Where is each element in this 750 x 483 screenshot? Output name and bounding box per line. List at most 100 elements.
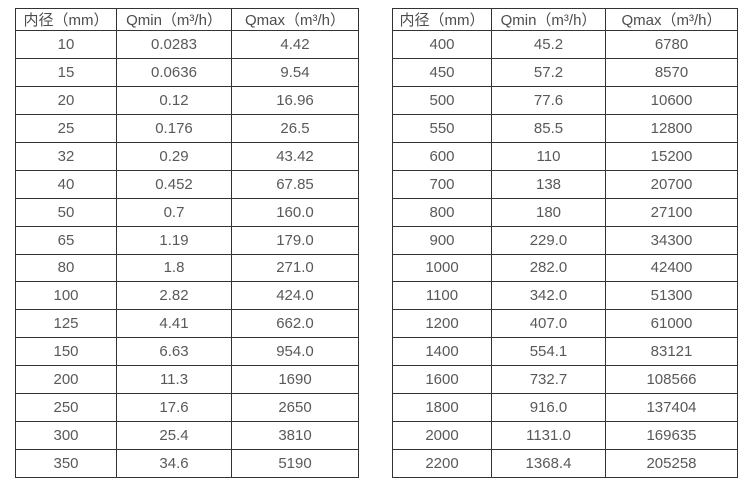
table-cell: 0.29 (116, 141, 232, 171)
table-cell: 1.19 (116, 225, 232, 255)
table-row: 10 0.0283 4.42 (15, 30, 359, 59)
table-cell: 700 (392, 169, 492, 199)
table-cell: 12800 (605, 113, 738, 143)
table-cell: 3810 (231, 421, 359, 451)
table-cell: 51300 (605, 281, 738, 311)
table-cell: 179.0 (231, 225, 359, 255)
table-cell: 916.0 (491, 393, 606, 423)
table-cell: 20700 (605, 169, 738, 199)
table-row: 550 85.5 12800 (392, 113, 738, 143)
table-cell: 0.452 (116, 169, 232, 199)
table-cell: 300 (15, 421, 117, 451)
table-cell: 2650 (231, 393, 359, 423)
table-cell: 4.41 (116, 309, 232, 339)
table-row: 1400 554.1 83121 (392, 337, 738, 367)
table-cell: 554.1 (491, 337, 606, 367)
table-row: 1600 732.7 108566 (392, 365, 738, 395)
table-row: 1100 342.0 51300 (392, 281, 738, 311)
table-row: 80 1.8 271.0 (15, 253, 359, 283)
table-cell: 169635 (605, 421, 738, 451)
table-cell: 600 (392, 141, 492, 171)
table-cell: 2200 (392, 449, 492, 478)
table-cell: 200 (15, 365, 117, 395)
column-header: Qmin（m³/h） (116, 8, 232, 31)
table-row: 40 0.452 67.85 (15, 169, 359, 199)
table-row: 2000 1131.0 169635 (392, 421, 738, 451)
column-header: 内径（mm） (392, 8, 492, 31)
table-cell: 43.42 (231, 141, 359, 171)
table-row: 150 6.63 954.0 (15, 337, 359, 367)
table-row: 25 0.176 26.5 (15, 113, 359, 143)
table-cell: 6.63 (116, 337, 232, 367)
table-row: 250 17.6 2650 (15, 393, 359, 423)
table-row: 50 0.7 160.0 (15, 197, 359, 227)
table-cell: 1800 (392, 393, 492, 423)
table-cell: 65 (15, 225, 117, 255)
table-cell: 34300 (605, 225, 738, 255)
table-cell: 732.7 (491, 365, 606, 395)
table-cell: 1200 (392, 309, 492, 339)
table-cell: 1.8 (116, 253, 232, 283)
table-cell: 1368.4 (491, 449, 606, 478)
table-cell: 0.176 (116, 113, 232, 143)
table-cell: 2.82 (116, 281, 232, 311)
table-cell: 61000 (605, 309, 738, 339)
table-cell: 108566 (605, 365, 738, 395)
table-cell: 0.12 (116, 85, 232, 115)
table-cell: 17.6 (116, 393, 232, 423)
table-row: 500 77.6 10600 (392, 85, 738, 115)
table-cell: 1131.0 (491, 421, 606, 451)
table-cell: 5190 (231, 449, 359, 478)
table-cell: 900 (392, 225, 492, 255)
table-cell: 80 (15, 253, 117, 283)
table-cell: 0.0636 (116, 57, 232, 87)
table-cell: 0.0283 (116, 30, 232, 59)
table-cell: 25.4 (116, 421, 232, 451)
column-header: Qmin（m³/h） (491, 8, 606, 31)
table-row: 100 2.82 424.0 (15, 281, 359, 311)
table-cell: 407.0 (491, 309, 606, 339)
table-cell: 1000 (392, 253, 492, 283)
table-cell: 57.2 (491, 57, 606, 87)
table-row: 1000 282.0 42400 (392, 253, 738, 283)
table-cell: 138 (491, 169, 606, 199)
table-cell: 450 (392, 57, 492, 87)
table-cell: 50 (15, 197, 117, 227)
table-row: 2200 1368.4 205258 (392, 449, 738, 478)
table-cell: 1100 (392, 281, 492, 311)
table-cell: 20 (15, 85, 117, 115)
table-cell: 180 (491, 197, 606, 227)
table-row: 1800 916.0 137404 (392, 393, 738, 423)
table-cell: 125 (15, 309, 117, 339)
table-row: 700 138 20700 (392, 169, 738, 199)
table-cell: 25 (15, 113, 117, 143)
table-cell: 662.0 (231, 309, 359, 339)
table-cell: 34.6 (116, 449, 232, 478)
table-cell: 1690 (231, 365, 359, 395)
table-cell: 42400 (605, 253, 738, 283)
table-cell: 400 (392, 30, 492, 59)
table-cell: 67.85 (231, 169, 359, 199)
column-header: 内径（mm） (15, 8, 117, 31)
table-cell: 137404 (605, 393, 738, 423)
table-cell: 800 (392, 197, 492, 227)
table-row: 800 180 27100 (392, 197, 738, 227)
table-cell: 954.0 (231, 337, 359, 367)
table-cell: 10600 (605, 85, 738, 115)
table-cell: 500 (392, 85, 492, 115)
column-header: Qmax（m³/h） (231, 8, 359, 31)
table-row: 900 229.0 34300 (392, 225, 738, 255)
table-cell: 350 (15, 449, 117, 478)
table-cell: 205258 (605, 449, 738, 478)
table-cell: 10 (15, 30, 117, 59)
table-cell: 250 (15, 393, 117, 423)
table-cell: 77.6 (491, 85, 606, 115)
table-cell: 1400 (392, 337, 492, 367)
table-row: 300 25.4 3810 (15, 421, 359, 451)
table-row: 20 0.12 16.96 (15, 85, 359, 115)
table-row: 200 11.3 1690 (15, 365, 359, 395)
table-row: 65 1.19 179.0 (15, 225, 359, 255)
table-cell: 550 (392, 113, 492, 143)
table-row: 350 34.6 5190 (15, 449, 359, 478)
